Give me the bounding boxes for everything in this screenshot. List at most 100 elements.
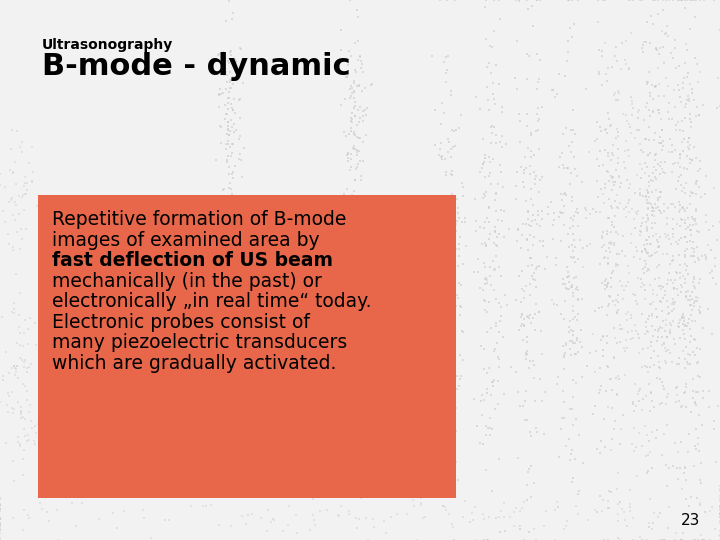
Point — [351, 68, 362, 76]
Point — [650, 45, 662, 54]
Point — [660, 357, 671, 366]
Point — [449, 401, 460, 409]
Point — [12, 398, 24, 407]
Point — [481, 308, 492, 316]
Point — [657, 282, 669, 291]
Point — [15, 408, 27, 416]
Point — [512, 85, 523, 93]
Point — [477, 440, 489, 448]
Point — [483, 364, 495, 373]
Point — [511, 168, 523, 177]
Point — [449, 325, 460, 334]
Point — [626, 97, 638, 105]
Point — [213, 90, 225, 98]
Point — [595, 335, 606, 344]
Point — [680, 293, 692, 301]
Point — [589, 367, 600, 376]
Point — [714, 495, 720, 504]
Point — [642, 186, 653, 194]
Point — [677, 84, 688, 92]
Point — [642, 80, 653, 89]
Point — [510, 195, 521, 204]
Point — [525, 129, 536, 137]
Point — [649, 275, 661, 284]
Point — [0, 501, 6, 510]
Point — [601, 332, 613, 340]
Point — [714, 513, 720, 522]
Point — [521, 0, 533, 4]
Point — [679, 463, 690, 471]
Point — [443, 394, 454, 403]
Point — [555, 310, 567, 319]
Point — [714, 519, 720, 528]
Point — [112, 523, 123, 532]
Point — [528, 360, 539, 369]
Point — [449, 218, 461, 226]
Point — [555, 209, 567, 218]
Point — [654, 206, 665, 215]
Point — [346, 51, 357, 60]
Point — [559, 350, 570, 359]
Point — [636, 442, 647, 450]
Point — [714, 497, 720, 505]
Point — [672, 177, 684, 186]
Point — [19, 190, 31, 199]
Point — [601, 227, 613, 235]
Point — [620, 202, 631, 211]
Point — [650, 186, 662, 194]
Point — [638, 38, 649, 46]
Point — [343, 0, 355, 4]
Point — [514, 138, 526, 146]
Point — [22, 430, 34, 439]
Point — [684, 325, 696, 333]
Point — [627, 104, 639, 112]
Point — [228, 120, 240, 129]
Point — [703, 403, 715, 411]
Point — [0, 504, 6, 513]
Point — [562, 516, 573, 525]
Point — [667, 252, 679, 261]
Point — [558, 398, 570, 407]
Point — [236, 172, 248, 181]
Point — [693, 111, 705, 119]
Point — [594, 448, 606, 457]
Point — [606, 282, 617, 291]
Point — [611, 56, 622, 65]
Point — [654, 400, 666, 408]
Point — [646, 12, 657, 21]
Point — [653, 138, 665, 147]
Point — [603, 244, 615, 253]
Point — [690, 12, 701, 21]
Point — [618, 157, 630, 166]
Point — [612, 204, 624, 212]
Point — [0, 525, 6, 534]
Point — [444, 316, 455, 325]
Point — [525, 222, 536, 231]
Point — [672, 158, 684, 167]
Point — [670, 126, 682, 134]
Point — [485, 139, 497, 147]
Point — [678, 346, 689, 355]
Point — [534, 261, 545, 270]
Point — [19, 179, 31, 187]
Point — [513, 0, 525, 5]
Point — [645, 175, 657, 184]
Point — [667, 214, 678, 223]
Point — [353, 81, 364, 90]
Point — [649, 249, 660, 258]
Point — [450, 126, 462, 134]
Point — [644, 199, 655, 207]
Point — [620, 137, 631, 146]
Point — [617, 232, 629, 241]
Point — [596, 278, 608, 287]
Point — [658, 59, 670, 68]
Point — [684, 110, 696, 118]
Point — [690, 445, 702, 454]
Point — [647, 0, 659, 4]
Point — [11, 228, 22, 237]
Point — [0, 514, 6, 522]
Point — [52, 536, 63, 540]
Point — [484, 42, 495, 51]
Point — [533, 308, 544, 317]
Point — [646, 525, 657, 534]
